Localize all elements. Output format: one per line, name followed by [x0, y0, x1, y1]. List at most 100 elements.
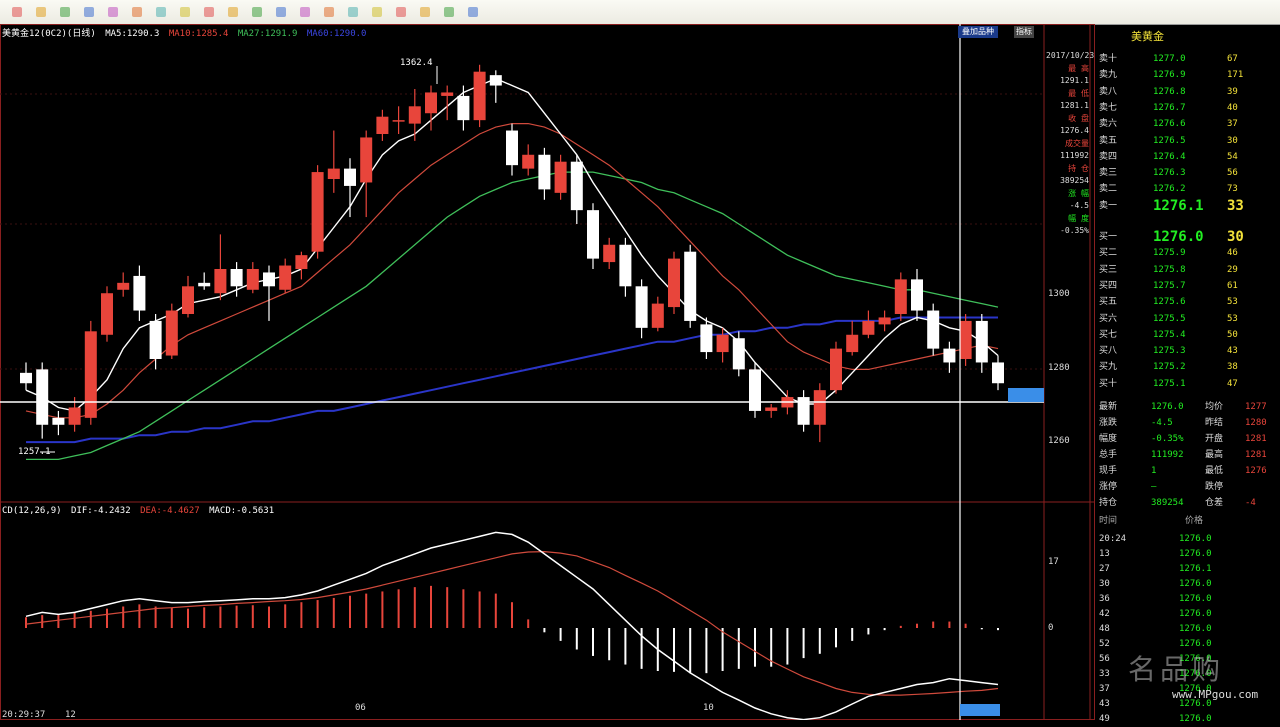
- overlay-button[interactable]: 叠加品种: [958, 26, 998, 38]
- row-price: 1276.2: [1153, 184, 1186, 195]
- candle-body: [117, 282, 130, 290]
- row-volume: 50: [1227, 329, 1238, 340]
- watermark-logo-text: 名品购: [1128, 653, 1225, 686]
- candle-body: [425, 92, 437, 114]
- toolbar-icon-9[interactable]: [204, 7, 214, 17]
- candle-body: [959, 320, 972, 359]
- buy-row: 买七 1275.4 50: [1095, 328, 1280, 343]
- stat-cell: 涨跌: [1099, 418, 1118, 428]
- toolbar-icon-20[interactable]: [468, 7, 478, 17]
- stat-row: 幅度 -0.35% 开盘 1281: [1095, 432, 1280, 447]
- toolbar-icon-8[interactable]: [180, 7, 190, 17]
- quote-col-item: 最 高: [1068, 63, 1089, 73]
- row-volume: 73: [1227, 184, 1238, 195]
- tick-price: 1276.0: [1179, 594, 1212, 604]
- legend-ma27: MA27:1291.9: [237, 29, 298, 39]
- tick-time: 48: [1099, 624, 1110, 634]
- quote-col-item: 1291.1: [1060, 76, 1089, 85]
- candle-body: [894, 279, 907, 314]
- candle-body: [230, 269, 243, 287]
- toolbar-icon-18[interactable]: [420, 7, 430, 17]
- quote-col-item: -4.5: [1069, 201, 1089, 210]
- legend-ma60: MA60:1290.0: [306, 29, 367, 39]
- stat-cell: 均价: [1205, 402, 1224, 412]
- price-tick-1300: 1300: [1048, 289, 1070, 299]
- row-volume: 61: [1227, 280, 1238, 291]
- tick-row: 13 1276.0: [1095, 547, 1280, 562]
- indicator-button[interactable]: 指标: [1014, 26, 1034, 38]
- toolbar-icon-14[interactable]: [324, 7, 334, 17]
- toolbar-icon-1[interactable]: [12, 7, 22, 17]
- buy-row: 买五 1275.6 53: [1095, 295, 1280, 310]
- toolbar-icon-4[interactable]: [84, 7, 94, 17]
- toolbar-icon-5[interactable]: [108, 7, 118, 17]
- toolbar-icon-7[interactable]: [156, 7, 166, 17]
- toolbar-icon-13[interactable]: [300, 7, 310, 17]
- candle-body: [182, 286, 194, 314]
- candle-body: [570, 161, 583, 211]
- chart-area[interactable]: [0, 24, 1095, 720]
- row-label: 买十: [1099, 378, 1118, 389]
- main-legend: 美黄金12(0C2)(日线) MA5:1290.3 MA10:1285.4 MA…: [2, 26, 370, 39]
- row-label: 买七: [1099, 329, 1118, 340]
- toolbar-icon-6[interactable]: [132, 7, 142, 17]
- candle-body: [36, 369, 49, 425]
- row-label: 买五: [1099, 297, 1118, 308]
- buy-row: 买十 1275.1 47: [1095, 377, 1280, 392]
- candle-body: [911, 279, 923, 311]
- high-price-tag: 1362.4: [400, 58, 433, 68]
- stat-row: 涨跌 -4.5 昨结 1280: [1095, 416, 1280, 431]
- toolbar-icon-2[interactable]: [36, 7, 46, 17]
- toolbar-icon-17[interactable]: [396, 7, 406, 17]
- row-label: 卖八: [1099, 86, 1118, 97]
- tick-time: 49: [1099, 714, 1110, 724]
- candle-body: [992, 362, 1004, 384]
- row-price: 1276.4: [1153, 151, 1186, 162]
- stat-cell: 最高: [1205, 450, 1224, 460]
- sell-row: 卖八 1276.8 39: [1095, 85, 1280, 100]
- ticks-header-cell: 时间: [1099, 516, 1118, 526]
- sell-row: 卖二 1276.2 73: [1095, 182, 1280, 197]
- candle-body: [538, 154, 551, 190]
- dif-line: [25, 531, 999, 720]
- toolbar-icon-15[interactable]: [348, 7, 358, 17]
- candle-body: [975, 320, 988, 363]
- toolbar-icon-3[interactable]: [60, 7, 70, 17]
- tick-time: 33: [1099, 669, 1110, 679]
- crosshair-price-marker: [1008, 388, 1044, 402]
- toolbar-icon-16[interactable]: [372, 7, 382, 17]
- macd-tick-17: 17: [1048, 557, 1059, 567]
- tick-row: 33 1276.0: [1095, 667, 1280, 682]
- row-volume: 39: [1227, 86, 1238, 97]
- candle-body: [101, 293, 113, 335]
- candle-body: [635, 286, 648, 328]
- stat-cell: 1276: [1245, 466, 1267, 476]
- stat-cell: 1: [1151, 466, 1157, 476]
- candle-body: [311, 172, 324, 252]
- candle-body: [198, 282, 211, 287]
- row-label: 卖五: [1099, 135, 1118, 146]
- toolbar-icon-10[interactable]: [228, 7, 238, 17]
- tick-row: 37 1276.0: [1095, 682, 1280, 697]
- legend-title: 美黄金12(0C2)(日线): [2, 29, 96, 39]
- x-label-10: 10: [703, 703, 714, 713]
- toolbar-icon-12[interactable]: [276, 7, 286, 17]
- candle-body: [214, 269, 227, 294]
- quote-col-item: 1281.1: [1060, 101, 1089, 110]
- candle-body: [20, 372, 32, 384]
- toolbar-icon-11[interactable]: [252, 7, 262, 17]
- candle-body: [943, 348, 956, 363]
- row-label: 买八: [1099, 346, 1118, 357]
- stat-cell: 1277: [1245, 402, 1267, 412]
- row-volume: 33: [1227, 197, 1244, 214]
- candle-body: [246, 269, 259, 290]
- candle-body: [716, 334, 729, 353]
- row-volume: 67: [1227, 54, 1238, 64]
- toolbar-icon-19[interactable]: [444, 7, 454, 17]
- row-label: 卖七: [1099, 102, 1118, 113]
- candle-body: [392, 120, 405, 122]
- tick-row: 56 1276.0: [1095, 652, 1280, 667]
- tick-row: 42 1276.0: [1095, 607, 1280, 622]
- tick-row: 48 1276.0: [1095, 622, 1280, 637]
- row-volume: 29: [1227, 264, 1238, 275]
